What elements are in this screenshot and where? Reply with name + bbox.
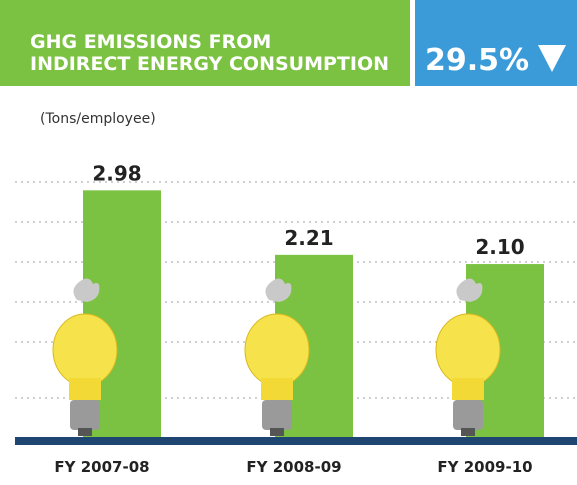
chart-title: GHG EMISSIONS FROM	[30, 31, 271, 53]
bulb-neck	[69, 378, 101, 400]
bulb-tip	[270, 428, 284, 436]
smoke	[73, 278, 100, 302]
smoke	[456, 278, 483, 302]
bulb-icon	[52, 278, 118, 436]
bulb-base	[262, 400, 292, 430]
badge-value: 29.5%	[425, 43, 529, 78]
value-label: 2.21	[284, 226, 333, 250]
bulb-glass	[52, 313, 118, 387]
bulb-tip	[78, 428, 92, 436]
value-label: 2.10	[475, 235, 524, 259]
bulb-neck	[452, 378, 484, 400]
y-axis-label: (Tons/employee)	[40, 111, 156, 127]
x-tick-label: FY 2009-10	[437, 458, 532, 476]
chart-title: INDIRECT ENERGY CONSUMPTION	[30, 53, 389, 75]
smoke	[265, 278, 292, 302]
value-label: 2.98	[92, 161, 141, 185]
baseline	[15, 437, 577, 445]
bulb-neck	[261, 378, 293, 400]
down-arrow	[538, 45, 566, 72]
title-banner	[0, 0, 410, 86]
bulb-glass	[435, 313, 501, 387]
bulb-icon	[435, 278, 501, 436]
bulb-glass	[244, 313, 310, 387]
bulb-tip	[461, 428, 475, 436]
bulb-base	[453, 400, 483, 430]
badge-box	[415, 0, 577, 86]
x-tick-label: FY 2008-09	[246, 458, 341, 476]
bulb-base	[70, 400, 100, 430]
bulb-icon	[244, 278, 310, 436]
x-tick-label: FY 2007-08	[54, 458, 149, 476]
